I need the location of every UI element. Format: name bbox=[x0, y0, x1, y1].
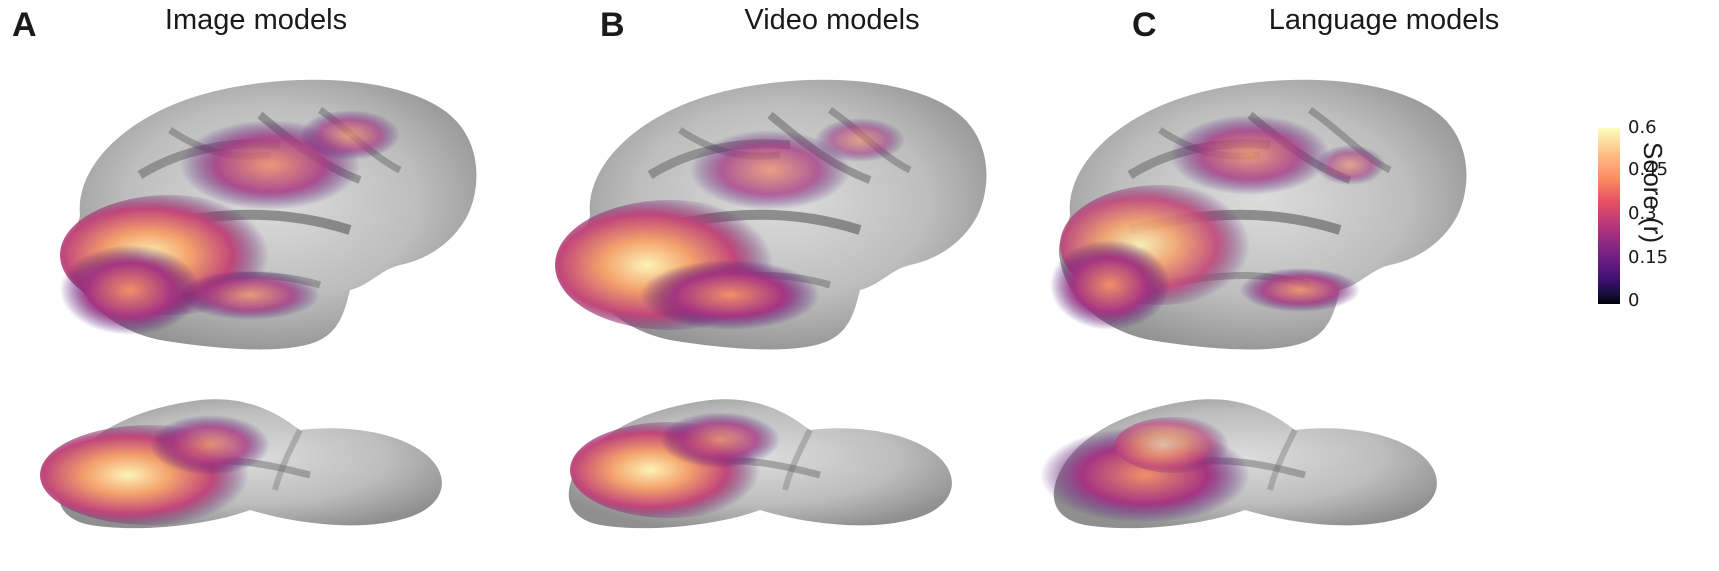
brain-ventral-view-a bbox=[40, 355, 490, 555]
colorbar-tick: 0 bbox=[1628, 290, 1640, 311]
colorbar-tick: 0.3 bbox=[1628, 203, 1657, 224]
brain-lateral-view-b bbox=[555, 55, 1030, 365]
colorbar-title: Score (r) bbox=[1638, 142, 1668, 244]
panel-title-b: Video models bbox=[744, 4, 920, 36]
colorbar-tick: 0.15 bbox=[1628, 247, 1669, 268]
panel-label-a: A bbox=[12, 6, 37, 44]
brain-ventral-view-b bbox=[520, 355, 1000, 555]
panel-label-c: C bbox=[1132, 6, 1157, 44]
colorbar-gradient bbox=[1598, 128, 1620, 304]
colorbar-tick: 0.6 bbox=[1628, 117, 1657, 138]
colorbar-tick: 0.45 bbox=[1628, 159, 1669, 180]
panel-label-b: B bbox=[600, 6, 625, 44]
panel-title-a: Image models bbox=[164, 4, 348, 36]
brain-ventral-view-c bbox=[1040, 355, 1485, 555]
panel-title-c: Language models bbox=[1268, 4, 1500, 36]
brain-lateral-view-a bbox=[60, 55, 520, 365]
brain-lateral-view-c bbox=[1050, 55, 1510, 365]
